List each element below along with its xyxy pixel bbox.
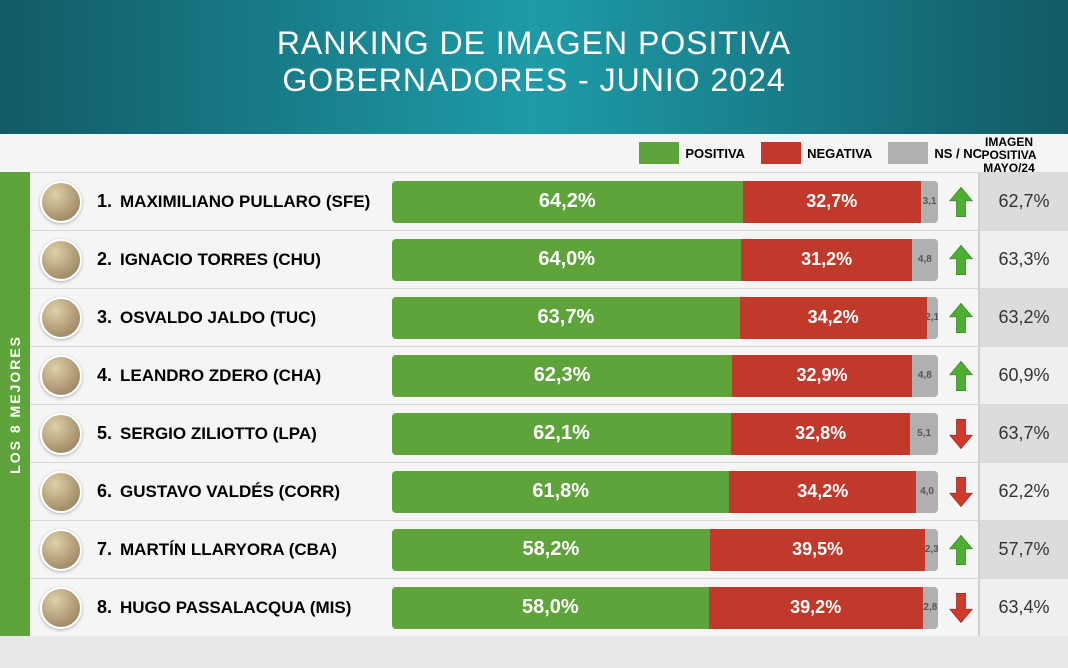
avatar bbox=[40, 471, 82, 513]
rank: 4. bbox=[88, 365, 112, 386]
table-row: 4. LEANDRO ZDERO (CHA) 62,3% 32,9% 4,8 6… bbox=[30, 346, 1068, 404]
legend-label-negativa: NEGATIVA bbox=[801, 146, 882, 161]
rank: 3. bbox=[88, 307, 112, 328]
avatar bbox=[40, 181, 82, 223]
avatar bbox=[40, 529, 82, 571]
segment-positiva: 62,1% bbox=[392, 413, 731, 455]
stacked-bar: 58,0% 39,2% 2,8 bbox=[392, 587, 938, 629]
trend-arrow-down-icon bbox=[944, 417, 978, 451]
segment-positiva: 61,8% bbox=[392, 471, 729, 513]
governor-name: HUGO PASSALACQUA (MIS) bbox=[112, 598, 392, 618]
stacked-bar: 62,1% 32,8% 5,1 bbox=[392, 413, 938, 455]
previous-value: 60,9% bbox=[978, 347, 1068, 404]
segment-negativa: 32,7% bbox=[743, 181, 922, 223]
previous-value: 63,3% bbox=[978, 231, 1068, 288]
trend-arrow-up-icon bbox=[944, 359, 978, 393]
previous-value: 63,4% bbox=[978, 579, 1068, 636]
rank: 7. bbox=[88, 539, 112, 560]
swatch-nsnc bbox=[888, 142, 928, 164]
rank: 1. bbox=[88, 191, 112, 212]
rank: 8. bbox=[88, 597, 112, 618]
governor-name: MARTÍN LLARYORA (CBA) bbox=[112, 540, 392, 560]
stacked-bar: 64,2% 32,7% 3,1 bbox=[392, 181, 938, 223]
segment-nsnc: 2,8 bbox=[923, 587, 938, 629]
stacked-bar: 64,0% 31,2% 4,8 bbox=[392, 239, 938, 281]
governor-name: MAXIMILIANO PULLARO (SFE) bbox=[112, 192, 392, 212]
stacked-bar: 58,2% 39,5% 2,3 bbox=[392, 529, 938, 571]
table-row: 8. HUGO PASSALACQUA (MIS) 58,0% 39,2% 2,… bbox=[30, 578, 1068, 636]
trend-arrow-up-icon bbox=[944, 301, 978, 335]
chart-area: LOS 8 MEJORES 1. MAXIMILIANO PULLARO (SF… bbox=[0, 172, 1068, 636]
avatar bbox=[40, 355, 82, 397]
trend-arrow-down-icon bbox=[944, 475, 978, 509]
segment-negativa: 31,2% bbox=[741, 239, 911, 281]
rows-container: 1. MAXIMILIANO PULLARO (SFE) 64,2% 32,7%… bbox=[30, 172, 1068, 636]
chart-header: RANKING DE IMAGEN POSITIVA GOBERNADORES … bbox=[0, 0, 1068, 134]
segment-negativa: 39,5% bbox=[710, 529, 926, 571]
previous-value: 63,7% bbox=[978, 405, 1068, 462]
segment-nsnc: 3,1 bbox=[921, 181, 938, 223]
segment-nsnc: 4,8 bbox=[912, 355, 938, 397]
governor-name: GUSTAVO VALDÉS (CORR) bbox=[112, 482, 392, 502]
governor-name: LEANDRO ZDERO (CHA) bbox=[112, 366, 392, 386]
trend-arrow-down-icon bbox=[944, 591, 978, 625]
rank: 5. bbox=[88, 423, 112, 444]
table-row: 7. MARTÍN LLARYORA (CBA) 58,2% 39,5% 2,3… bbox=[30, 520, 1068, 578]
trend-arrow-up-icon bbox=[944, 533, 978, 567]
segment-positiva: 64,0% bbox=[392, 239, 741, 281]
trend-arrow-up-icon bbox=[944, 243, 978, 277]
avatar bbox=[40, 239, 82, 281]
legend: POSITIVA NEGATIVA NS / NC IMAGEN POSITIV… bbox=[0, 134, 1068, 172]
previous-value: 62,7% bbox=[978, 173, 1068, 230]
segment-negativa: 39,2% bbox=[709, 587, 923, 629]
segment-nsnc: 2,3 bbox=[925, 529, 938, 571]
avatar bbox=[40, 587, 82, 629]
segment-negativa: 34,2% bbox=[740, 297, 927, 339]
stacked-bar: 62,3% 32,9% 4,8 bbox=[392, 355, 938, 397]
table-row: 5. SERGIO ZILIOTTO (LPA) 62,1% 32,8% 5,1… bbox=[30, 404, 1068, 462]
segment-positiva: 64,2% bbox=[392, 181, 743, 223]
side-label: LOS 8 MEJORES bbox=[0, 172, 30, 636]
prev-column-header: IMAGEN POSITIVA MAYO/24 bbox=[964, 136, 1054, 176]
segment-nsnc: 5,1 bbox=[910, 413, 938, 455]
segment-negativa: 32,9% bbox=[732, 355, 912, 397]
rank: 2. bbox=[88, 249, 112, 270]
table-row: 3. OSVALDO JALDO (TUC) 63,7% 34,2% 2,1 6… bbox=[30, 288, 1068, 346]
swatch-negativa bbox=[761, 142, 801, 164]
segment-positiva: 63,7% bbox=[392, 297, 740, 339]
rank: 6. bbox=[88, 481, 112, 502]
table-row: 6. GUSTAVO VALDÉS (CORR) 61,8% 34,2% 4,0… bbox=[30, 462, 1068, 520]
segment-positiva: 58,2% bbox=[392, 529, 710, 571]
avatar bbox=[40, 413, 82, 455]
segment-negativa: 32,8% bbox=[731, 413, 910, 455]
stacked-bar: 63,7% 34,2% 2,1 bbox=[392, 297, 938, 339]
legend-label-positiva: POSITIVA bbox=[679, 146, 755, 161]
segment-nsnc: 4,0 bbox=[916, 471, 938, 513]
segment-positiva: 58,0% bbox=[392, 587, 709, 629]
table-row: 2. IGNACIO TORRES (CHU) 64,0% 31,2% 4,8 … bbox=[30, 230, 1068, 288]
segment-nsnc: 4,8 bbox=[912, 239, 938, 281]
previous-value: 57,7% bbox=[978, 521, 1068, 578]
segment-nsnc: 2,1 bbox=[927, 297, 938, 339]
table-row: 1. MAXIMILIANO PULLARO (SFE) 64,2% 32,7%… bbox=[30, 172, 1068, 230]
legend-positiva: POSITIVA bbox=[639, 142, 755, 164]
title-line-1: RANKING DE IMAGEN POSITIVA bbox=[20, 25, 1048, 62]
trend-arrow-up-icon bbox=[944, 185, 978, 219]
avatar bbox=[40, 297, 82, 339]
segment-positiva: 62,3% bbox=[392, 355, 732, 397]
previous-value: 62,2% bbox=[978, 463, 1068, 520]
segment-negativa: 34,2% bbox=[729, 471, 916, 513]
previous-value: 63,2% bbox=[978, 289, 1068, 346]
legend-negativa: NEGATIVA bbox=[761, 142, 882, 164]
title-line-2: GOBERNADORES - JUNIO 2024 bbox=[20, 62, 1048, 99]
governor-name: OSVALDO JALDO (TUC) bbox=[112, 308, 392, 328]
governor-name: IGNACIO TORRES (CHU) bbox=[112, 250, 392, 270]
stacked-bar: 61,8% 34,2% 4,0 bbox=[392, 471, 938, 513]
governor-name: SERGIO ZILIOTTO (LPA) bbox=[112, 424, 392, 444]
swatch-positiva bbox=[639, 142, 679, 164]
